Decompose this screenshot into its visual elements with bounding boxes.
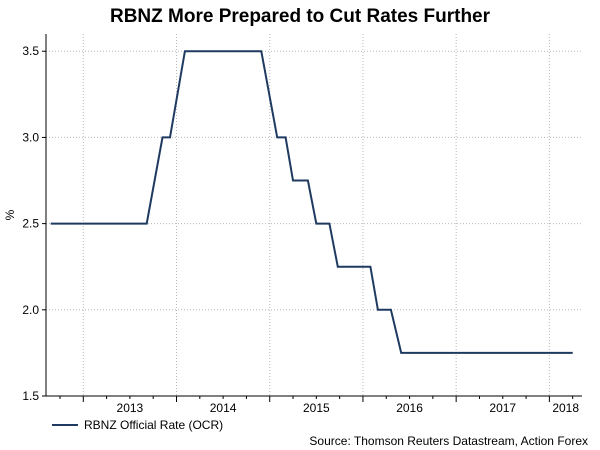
series-layer <box>50 50 573 354</box>
y-axis-label: % <box>3 209 17 220</box>
axes <box>45 34 582 397</box>
x-tick-label: 2015 <box>303 401 330 415</box>
y-tick-label: 2.0 <box>22 303 39 317</box>
legend: RBNZ Official Rate (OCR) <box>52 418 223 432</box>
x-tick-label: 2017 <box>489 401 516 415</box>
y-tick-label: 3.0 <box>22 130 39 144</box>
y-tick-label: 3.5 <box>22 44 39 58</box>
y-tick-label: 1.5 <box>22 389 39 403</box>
x-tick-label: 2014 <box>210 401 237 415</box>
y-tick-labels: 1.5 2.0 2.5 3.0 3.5 <box>22 44 46 403</box>
x-tick-labels: 2013 2014 2015 2016 2017 2018 <box>59 396 579 415</box>
x-tick-label: 2013 <box>117 401 144 415</box>
y-tick-label: 2.5 <box>22 217 39 231</box>
source-note: Source: Thomson Reuters Datastream, Acti… <box>309 434 588 448</box>
chart-title: RBNZ More Prepared to Cut Rates Further <box>110 6 491 27</box>
x-tick-label: 2016 <box>396 401 423 415</box>
x-tick-label: 2018 <box>552 401 579 415</box>
series-line-ocr <box>50 50 573 354</box>
legend-label: RBNZ Official Rate (OCR) <box>84 418 223 432</box>
